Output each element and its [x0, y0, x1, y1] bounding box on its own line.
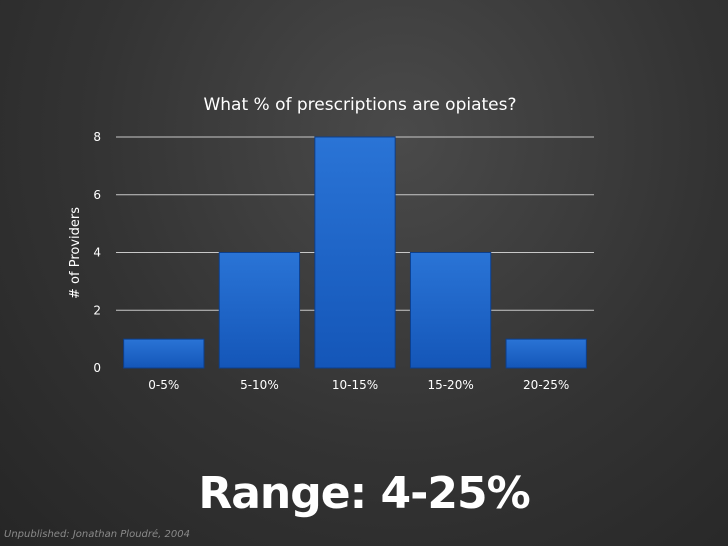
x-tick-labels: 0-5% 5-10% 10-15% 15-20% 20-25% [148, 378, 569, 392]
source-credit: Unpublished: Jonathan Ploudré, 2004 [4, 529, 190, 540]
bar-0-5% [123, 338, 205, 369]
x-tick-label: 5-10% [240, 378, 279, 392]
y-tick-label: 4 [93, 246, 101, 260]
chart-title: What % of prescriptions are opiates? [203, 95, 516, 115]
x-tick-label: 10-15% [332, 378, 378, 392]
bar-5-10% [218, 252, 301, 369]
bar-15-20% [409, 252, 492, 369]
y-tick-label: 6 [93, 188, 101, 202]
y-tick-label: 0 [93, 361, 101, 375]
y-axis-label: # of Providers [68, 207, 83, 299]
y-tick-label: 8 [93, 130, 101, 144]
bar-20-25% [505, 338, 587, 369]
bar-10-15% [314, 136, 396, 369]
x-tick-label: 15-20% [427, 378, 473, 392]
x-tick-label: 20-25% [523, 378, 569, 392]
bars [123, 136, 587, 369]
range-headline: Range: 4-25% [198, 468, 530, 519]
y-tick-label: 2 [93, 303, 101, 317]
y-tick-labels: 0 2 4 6 8 [93, 130, 101, 375]
x-tick-label: 0-5% [148, 378, 179, 392]
